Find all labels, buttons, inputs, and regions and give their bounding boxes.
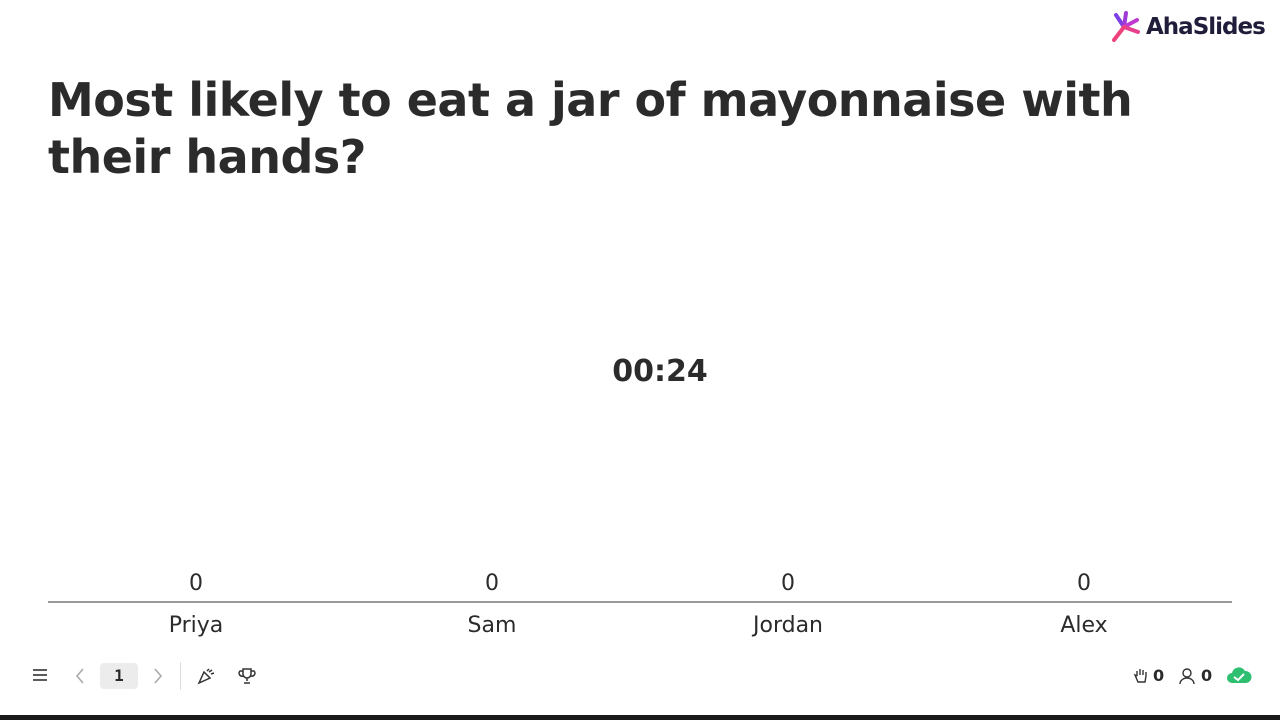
participant-icon	[1179, 668, 1195, 685]
saved-status	[1227, 667, 1252, 683]
leaderboard-button[interactable]	[238, 667, 256, 685]
category-label: Priya	[169, 613, 224, 638]
timer: 00:24	[612, 354, 708, 389]
participant-count: 0	[1201, 666, 1213, 685]
divider	[180, 662, 181, 690]
page-number[interactable]: 1	[100, 663, 138, 689]
value-label: 0	[189, 571, 203, 596]
category-label: Jordan	[751, 613, 823, 638]
brand-logo[interactable]: AhaSlides	[1110, 10, 1266, 44]
question-title: Most likely to eat a jar of mayonnaise w…	[48, 73, 1133, 184]
chart: 0 Priya 0 Sam 0 Jordan 0 Alex	[48, 571, 1232, 638]
celebrate-button[interactable]	[197, 667, 215, 685]
category-label: Sam	[468, 613, 517, 638]
logo-icon	[1112, 11, 1140, 42]
menu-button[interactable]	[32, 668, 48, 682]
footer: 1 0 0	[0, 656, 1280, 696]
value-label: 0	[1077, 571, 1091, 596]
value-label: 0	[781, 571, 795, 596]
bottom-bar	[0, 715, 1280, 720]
prev-button[interactable]	[74, 668, 86, 684]
value-label: 0	[485, 571, 499, 596]
next-button[interactable]	[152, 668, 164, 684]
raised-hands-count: 0	[1153, 666, 1165, 685]
category-label: Alex	[1060, 613, 1107, 638]
hand-icon	[1133, 669, 1147, 683]
brand-name: AhaSlides	[1146, 14, 1266, 40]
